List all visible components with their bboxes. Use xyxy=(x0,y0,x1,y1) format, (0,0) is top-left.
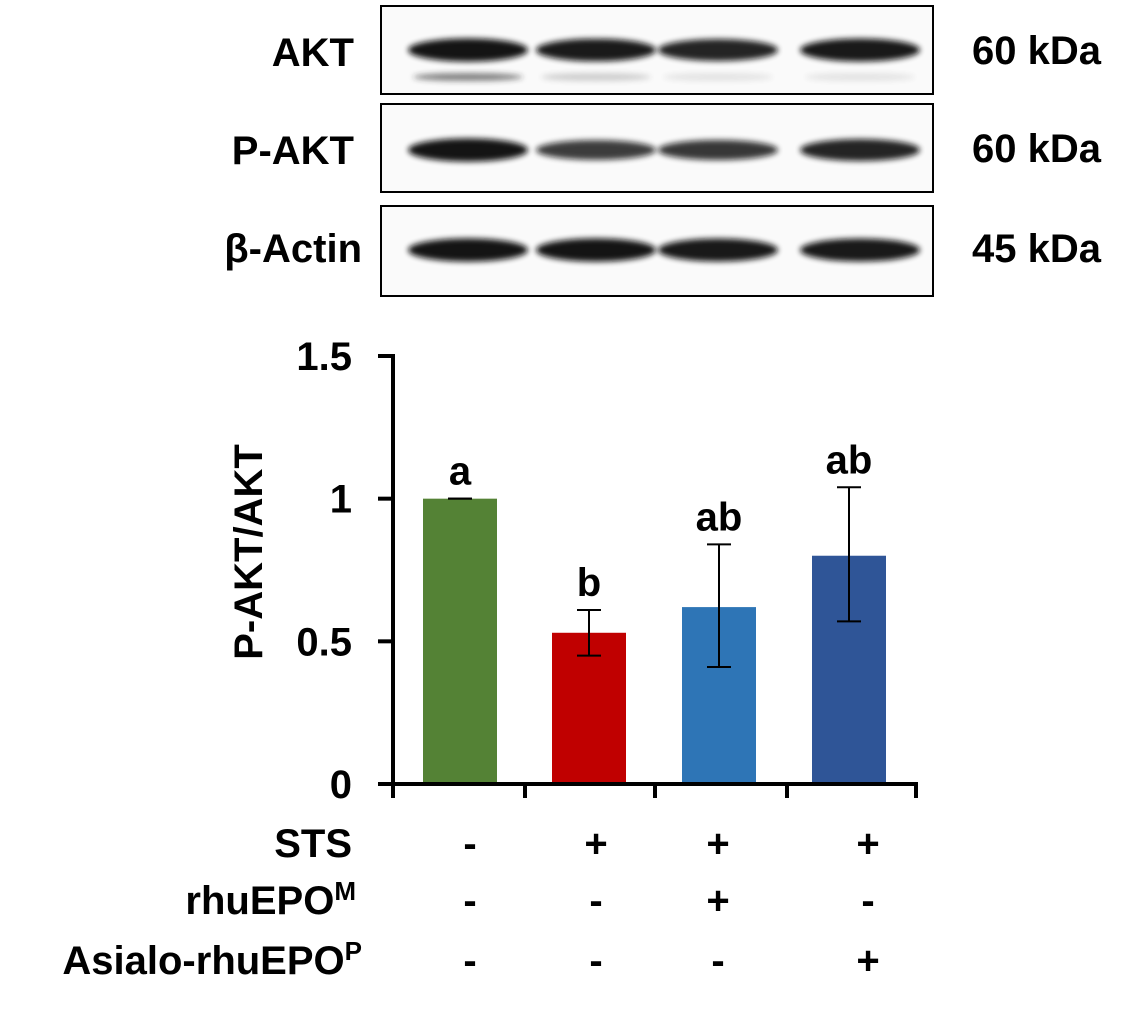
blot-band-akt-lane-4 xyxy=(800,38,920,62)
condition-mark-2-1: - xyxy=(463,879,476,923)
condition-mark-2-3: + xyxy=(706,879,729,923)
blot-band-p-akt-lane-4 xyxy=(800,139,920,161)
blot-bands-beta-actin xyxy=(408,238,920,262)
condition-mark-3-2: - xyxy=(589,939,602,983)
western-blot: AKT 60 kDa P-AKT 60 kDa β-Actin 45 kDa xyxy=(224,5,1102,297)
blot-band-beta-actin-lane-4 xyxy=(800,238,920,262)
blot-lower-band-akt-lane-4 xyxy=(805,73,915,81)
blot-band-beta-actin-lane-3 xyxy=(658,238,778,262)
blot-bands-p-akt xyxy=(408,138,920,162)
blot-bands-akt xyxy=(408,38,920,81)
blot-band-beta-actin-lane-2 xyxy=(536,238,656,262)
blot-label-akt: AKT xyxy=(272,31,354,75)
blot-row-akt: AKT 60 kDa xyxy=(272,5,1102,95)
y-tick-label: 0.5 xyxy=(296,620,352,664)
blot-row-p-akt: P-AKT 60 kDa xyxy=(232,103,1102,193)
blot-label-beta-actin: β-Actin xyxy=(224,227,362,271)
bar-2 xyxy=(552,632,626,784)
blot-size-akt: 60 kDa xyxy=(972,29,1102,73)
blot-band-akt-lane-2 xyxy=(536,38,656,62)
condition-mark-1-3: + xyxy=(706,822,729,866)
error-bars xyxy=(448,486,861,669)
blot-size-beta-actin: 45 kDa xyxy=(972,227,1102,271)
x-axis-ticks xyxy=(391,784,918,798)
condition-mark-1-2: + xyxy=(584,822,607,866)
condition-mark-2-2: - xyxy=(589,879,602,923)
condition-mark-1-4: + xyxy=(856,822,879,866)
blot-band-akt-lane-3 xyxy=(658,39,778,61)
blot-lower-band-akt-lane-3 xyxy=(663,73,773,81)
blot-lower-band-akt-lane-1 xyxy=(413,73,523,81)
blot-size-p-akt: 60 kDa xyxy=(972,127,1102,171)
condition-mark-1-1: - xyxy=(463,822,476,866)
bar-1 xyxy=(423,498,497,784)
condition-label-asialo-rhuepo: Asialo-rhuEPOP xyxy=(62,936,362,983)
blot-band-p-akt-lane-3 xyxy=(658,139,778,161)
y-axis-label: P-AKT/AKT xyxy=(227,444,271,660)
blot-band-beta-actin-lane-1 xyxy=(408,238,528,262)
treatment-conditions: STS rhuEPOM Asialo-rhuEPOP - + + + - - + - - - - + xyxy=(62,822,879,983)
y-tick-label: 1 xyxy=(330,478,352,522)
significance-label-3: ab xyxy=(696,495,743,539)
condition-label-rhuepo: rhuEPOM xyxy=(185,876,356,923)
y-tick-label: 0 xyxy=(330,763,352,807)
condition-mark-2-4: - xyxy=(861,879,874,923)
y-axis-ticks: 0 0.5 1 1.5 xyxy=(296,335,393,807)
bars xyxy=(423,498,886,784)
significance-label-1: a xyxy=(449,450,472,494)
condition-marks: - + + + - - + - - - - + xyxy=(463,822,879,983)
significance-label-4: ab xyxy=(826,438,873,482)
blot-lower-band-akt-lane-2 xyxy=(541,73,651,81)
condition-mark-3-1: - xyxy=(463,939,476,983)
condition-label-sts: STS xyxy=(274,822,352,866)
y-tick-label: 1.5 xyxy=(296,335,352,379)
blot-band-p-akt-lane-2 xyxy=(536,140,656,160)
condition-mark-3-4: + xyxy=(856,939,879,983)
condition-mark-3-3: - xyxy=(711,939,724,983)
blot-band-p-akt-lane-1 xyxy=(408,138,528,162)
blot-label-p-akt: P-AKT xyxy=(232,129,354,173)
blot-band-akt-lane-1 xyxy=(408,38,528,62)
blot-row-beta-actin: β-Actin 45 kDa xyxy=(224,205,1102,297)
significance-label-2: b xyxy=(577,561,601,605)
